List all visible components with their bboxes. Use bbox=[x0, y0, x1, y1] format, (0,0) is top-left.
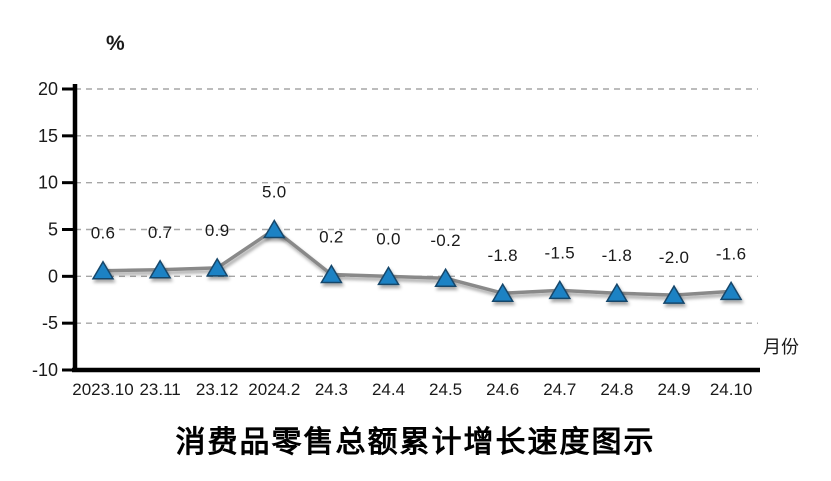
x-axis-tick-label: 24.3 bbox=[315, 380, 348, 399]
data-point-marker bbox=[491, 282, 515, 302]
data-point-label: 0.9 bbox=[205, 221, 230, 240]
data-point-label: -2.0 bbox=[659, 248, 690, 267]
x-axis-tick-label: 24.8 bbox=[600, 380, 633, 399]
data-point-label: 0.7 bbox=[148, 223, 173, 242]
x-axis-tick-label: 24.5 bbox=[429, 380, 462, 399]
data-point-marker bbox=[662, 284, 686, 304]
y-axis-tick-label: -5 bbox=[42, 313, 58, 333]
x-axis-tick-label: 24.10 bbox=[710, 380, 753, 399]
y-axis-unit-label: % bbox=[106, 32, 125, 55]
x-axis-tick-label: 23.12 bbox=[196, 380, 239, 399]
data-point-marker bbox=[148, 259, 172, 279]
chart-title: 消费品零售总额累计增长速度图示 bbox=[175, 426, 656, 459]
data-point-label: -1.6 bbox=[716, 244, 747, 263]
data-point-marker bbox=[605, 282, 629, 302]
data-point-label: 0.2 bbox=[319, 227, 344, 246]
data-point-label: -1.8 bbox=[602, 246, 633, 265]
data-point-label: -1.8 bbox=[487, 246, 518, 265]
data-point-marker bbox=[91, 260, 115, 280]
data-point-label: -1.5 bbox=[545, 243, 576, 262]
data-point-marker bbox=[205, 257, 229, 277]
data-point-label: 0.6 bbox=[91, 224, 116, 243]
y-axis-tick-label: -10 bbox=[32, 360, 58, 380]
data-point-marker bbox=[548, 279, 572, 300]
x-axis-tick-label: 23.11 bbox=[139, 380, 180, 399]
data-point-marker bbox=[262, 219, 286, 239]
data-point-marker bbox=[434, 267, 457, 287]
data-point-label: 0.0 bbox=[376, 229, 401, 248]
data-point-label: -0.2 bbox=[430, 231, 461, 250]
x-axis-tick-label: 24.4 bbox=[372, 380, 405, 399]
chart-svg: 20 15 10 5 0 -5 -10 2023.10 23.11 23.12 2024.2 24.3… bbox=[32, 79, 760, 399]
data-point-marker bbox=[719, 280, 743, 301]
x-axis-tick-label: 24.9 bbox=[657, 380, 690, 399]
series-line bbox=[102, 227, 732, 297]
x-axis-tick-label: 24.7 bbox=[543, 380, 576, 399]
x-axis-tick-label: 24.6 bbox=[486, 380, 519, 399]
x-axis-tick-label: 2023.10 bbox=[72, 380, 133, 399]
x-axis-tick-label: 2024.2 bbox=[248, 380, 300, 399]
y-axis-tick-label: 0 bbox=[48, 266, 58, 286]
data-point-marker bbox=[320, 263, 343, 284]
data-point-marker bbox=[377, 265, 400, 286]
y-axis-tick-label: 20 bbox=[38, 79, 58, 99]
y-axis-tick-label: 15 bbox=[38, 126, 58, 146]
y-axis-tick-label: 5 bbox=[48, 220, 58, 240]
data-point-label: 5.0 bbox=[262, 183, 287, 202]
x-axis-title: 月份 bbox=[763, 337, 799, 357]
y-axis-tick-label: 10 bbox=[38, 173, 58, 193]
